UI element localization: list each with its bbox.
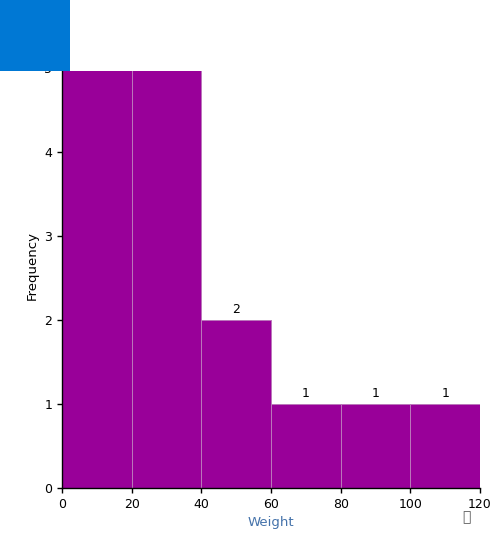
Text: 2: 2 [232, 303, 239, 316]
Title: Histogram of v: Histogram of v [207, 20, 334, 35]
Bar [271, 404, 340, 488]
Text: 5: 5 [162, 51, 170, 64]
X-axis label: Weight: Weight [247, 516, 294, 529]
Bar [62, 68, 131, 488]
Bar [340, 404, 409, 488]
Text: Photos - histogram_return.png: Photos - histogram_return.png [33, 10, 191, 20]
Text: ⤢: ⤢ [462, 510, 470, 524]
Text: 1: 1 [440, 387, 448, 400]
Y-axis label: Frequency: Frequency [26, 231, 39, 300]
Text: 5: 5 [93, 51, 101, 64]
Bar [131, 68, 201, 488]
Text: 1: 1 [371, 387, 379, 400]
Bar [409, 404, 479, 488]
Bar [201, 320, 271, 488]
Text: 1: 1 [301, 387, 309, 400]
